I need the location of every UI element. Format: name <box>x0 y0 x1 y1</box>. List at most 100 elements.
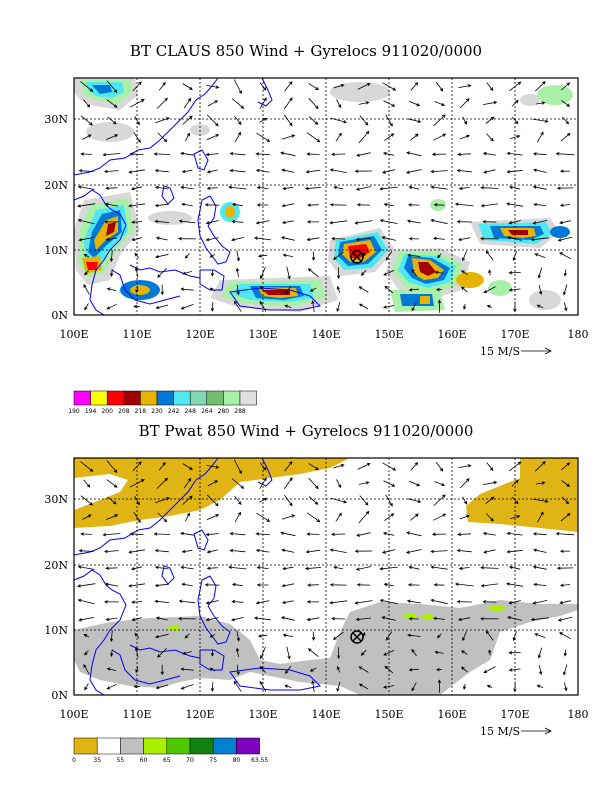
x-tick: 120E <box>185 328 214 341</box>
wind-arrow <box>533 582 547 587</box>
wind-arrow <box>105 186 118 190</box>
wind-arrow <box>205 220 219 225</box>
wind-arrow <box>155 497 170 504</box>
wind-arrow <box>210 302 215 312</box>
wind-arrow <box>488 269 492 276</box>
wind-arrow <box>513 681 517 693</box>
wind-arrow <box>430 218 448 225</box>
wind-arrow <box>83 99 91 108</box>
wind-arrow <box>383 100 396 107</box>
wind-arrow <box>559 583 571 587</box>
wind-arrow <box>534 633 546 638</box>
wind-arrow <box>480 186 499 190</box>
wind-arrow <box>358 666 369 673</box>
wind-arrow <box>307 268 319 277</box>
wind-arrow <box>483 666 496 673</box>
wind-arrow <box>486 513 494 522</box>
wind-arrow <box>532 152 547 156</box>
wind-arrow <box>461 650 468 655</box>
colorbar-swatch <box>166 737 191 755</box>
wind-arrow <box>482 220 497 224</box>
wind-arrow <box>154 599 170 604</box>
wind-arrow <box>513 301 517 313</box>
wind-arrow <box>228 185 247 190</box>
wind-arrow <box>128 583 146 588</box>
wind-arrow <box>354 549 373 553</box>
wind-arrow <box>559 600 571 605</box>
wind-arrow <box>384 133 395 142</box>
wind-arrow <box>286 266 291 280</box>
wind-arrow <box>105 237 118 241</box>
wind-arrow <box>259 97 267 109</box>
wind-arrow <box>255 220 270 225</box>
x-tick-labels: 100E 110E 120E 130E 140E 150E 160E 170E … <box>59 328 588 341</box>
wind-arrow <box>329 600 348 605</box>
wind-arrow <box>106 479 118 488</box>
wind-arrow <box>406 531 422 537</box>
wind-arrow <box>259 285 266 293</box>
wind-arrow <box>506 202 524 207</box>
wind-arrow <box>556 566 574 570</box>
colorbar-label: 0 <box>72 757 76 764</box>
wind-arrow <box>532 220 548 225</box>
wind-arrow <box>382 531 395 536</box>
wind-arrow <box>535 101 546 105</box>
wind-arrow <box>281 583 295 588</box>
wind-arrow <box>461 286 468 293</box>
wind-arrow <box>259 117 268 123</box>
wind-arrow <box>110 649 114 657</box>
wind-arrow <box>559 549 571 553</box>
wind-arrow <box>382 462 397 471</box>
wind-arrow <box>130 566 143 571</box>
wind-arrow <box>286 646 291 660</box>
wind-arrow <box>506 582 524 587</box>
wind-arrow <box>153 532 171 536</box>
wind-arrow <box>360 649 367 656</box>
wind-arrow <box>155 117 170 124</box>
wind-arrow <box>459 478 470 489</box>
colorbar-label: 35 <box>93 757 101 764</box>
wind-arrow <box>384 285 394 294</box>
wind-arrow <box>133 304 140 309</box>
wind-arrow <box>134 495 140 506</box>
colorbar-swatch <box>189 737 214 755</box>
wind-arrow <box>206 85 220 89</box>
wind-arrow <box>184 633 190 639</box>
wind-arrow <box>206 494 219 507</box>
wind-arrow <box>83 664 90 675</box>
wind-arrow <box>561 462 571 471</box>
wind-arrow <box>228 565 247 570</box>
colorbar-swatch <box>96 737 121 755</box>
wind-arrow <box>131 220 143 224</box>
wind-arrow <box>205 152 219 157</box>
wind-arrow <box>308 463 319 471</box>
wind-arrow <box>106 667 117 671</box>
wind-arrow <box>434 650 444 655</box>
wind-arrow <box>459 514 470 520</box>
wind-arrow <box>357 83 371 90</box>
wind-arrow <box>485 630 494 641</box>
wind-arrow <box>229 548 246 553</box>
colorbar-label: 80 <box>233 757 241 764</box>
wind-arrow <box>357 463 371 470</box>
wind-arrow <box>335 512 342 522</box>
wind-arrow <box>381 549 396 554</box>
wind-arrow <box>537 647 543 659</box>
grid <box>74 78 578 315</box>
gyre-location-marker <box>350 250 364 264</box>
wind-arrow <box>311 251 316 261</box>
wind-arrow <box>106 460 118 473</box>
wind-arrow <box>158 462 166 471</box>
panel-1-map: 100E 110E 120E 130E 140E 150E 160E 170E … <box>44 77 589 415</box>
wind-arrow <box>512 251 517 262</box>
wind-arrow <box>485 116 495 124</box>
wind-arrow <box>383 480 396 487</box>
wind-arrow <box>532 185 547 190</box>
wind-arrow <box>381 169 396 174</box>
wind-arrow <box>83 633 90 638</box>
wind-arrow <box>281 548 295 553</box>
wind-arrow <box>102 532 121 537</box>
wind-arrow <box>336 267 341 280</box>
wind-arrow <box>329 548 347 553</box>
wind-arrow <box>156 97 168 109</box>
